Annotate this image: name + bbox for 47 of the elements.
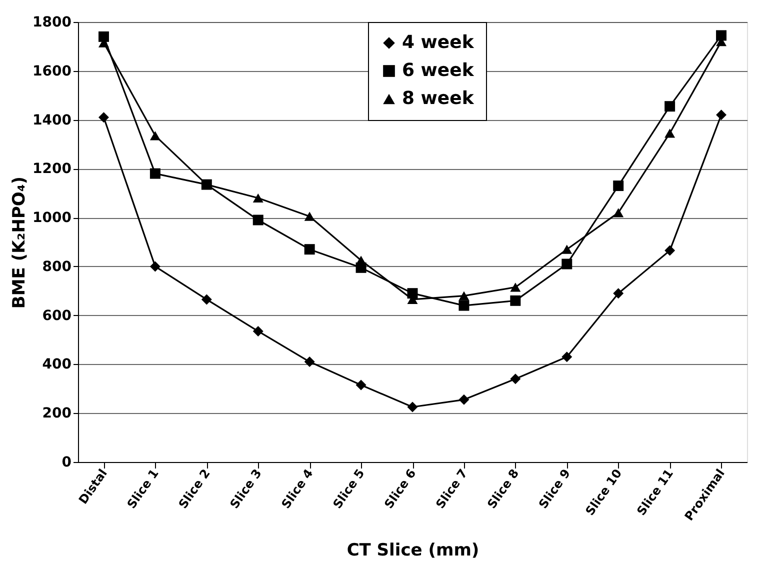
point — [510, 295, 521, 306]
x-axis-title: CT Slice (mm) — [346, 540, 480, 561]
point — [304, 212, 315, 221]
y-tick-label: 400 — [42, 356, 72, 373]
point — [716, 110, 727, 120]
point — [562, 352, 572, 362]
point — [304, 244, 315, 255]
point — [510, 282, 521, 292]
point — [252, 326, 264, 336]
point — [510, 374, 521, 384]
y-tick-label: 0 — [62, 454, 72, 470]
point — [613, 180, 624, 192]
point — [562, 258, 572, 270]
point — [407, 402, 418, 412]
point — [664, 128, 676, 138]
y-tick-label: 1400 — [32, 112, 72, 128]
point — [562, 244, 572, 254]
point — [201, 294, 212, 305]
y-axis-title: BME (K₂HPO₄) — [10, 176, 30, 309]
point — [716, 30, 727, 41]
y-tick-label: 200 — [42, 406, 72, 422]
point — [356, 256, 366, 265]
y-tick-label: 1000 — [32, 210, 72, 226]
point — [252, 214, 264, 226]
point — [613, 208, 624, 218]
y-tick-label: 800 — [42, 258, 72, 275]
legend-label: 4 week — [402, 32, 475, 53]
y-tick-label: 1600 — [32, 63, 72, 80]
point — [664, 101, 676, 112]
point — [98, 31, 109, 42]
legend-label: 8 week — [402, 88, 475, 109]
point — [458, 394, 470, 405]
point — [150, 261, 160, 272]
point — [150, 168, 160, 179]
y-tick-label: 1800 — [32, 14, 72, 30]
point — [664, 245, 676, 256]
point — [304, 356, 315, 368]
y-tick-label: 1200 — [32, 161, 72, 178]
y-tick-label: 600 — [42, 308, 72, 324]
point — [458, 300, 470, 311]
point — [458, 291, 470, 300]
point — [252, 193, 264, 203]
point — [613, 288, 624, 299]
point — [356, 380, 366, 390]
legend-label: 6 week — [402, 60, 475, 81]
point — [98, 112, 109, 123]
point — [150, 131, 160, 140]
